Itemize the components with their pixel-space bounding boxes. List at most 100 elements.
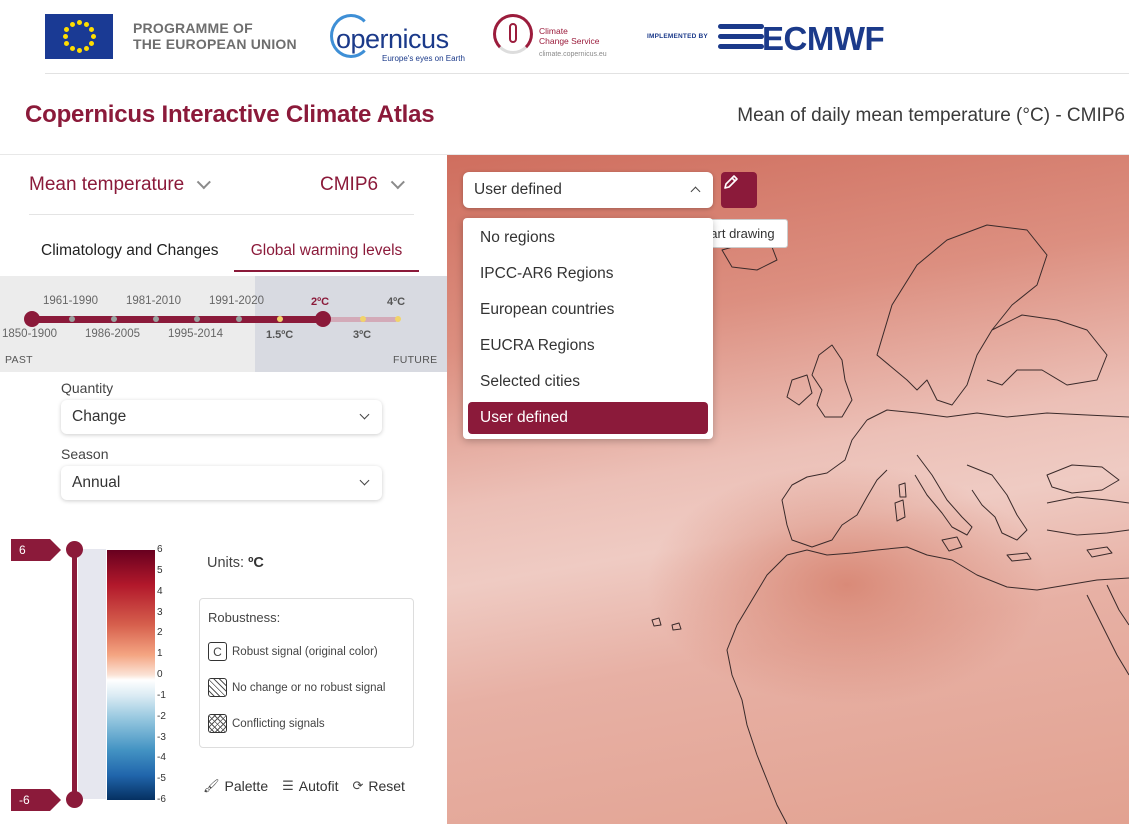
hatch-pattern-icon xyxy=(208,678,227,697)
colorbar-tick-label: 2 xyxy=(157,627,163,639)
legend-max-handle[interactable] xyxy=(66,541,83,558)
dataset-selector[interactable]: CMIP6 xyxy=(320,174,405,196)
ecmwf-wordmark: ECMWF xyxy=(762,20,885,57)
c3s-name-line1: Climate xyxy=(539,26,568,36)
timeline-label: 1991-2020 xyxy=(209,295,264,307)
colorbar-tick-label: -6 xyxy=(157,794,166,805)
c3s-url: climate.copernicus.eu xyxy=(539,51,607,58)
timeline-stop-1991-2020[interactable] xyxy=(236,316,242,322)
menu-item-selected-cities[interactable]: Selected cities xyxy=(480,373,580,390)
eu-star-icon xyxy=(64,41,70,46)
c3s-circle-icon xyxy=(493,14,533,54)
season-select[interactable]: Annual xyxy=(61,466,382,500)
colorbar-tick-label: -5 xyxy=(157,773,166,785)
colorbar-tick-label: 1 xyxy=(157,648,163,660)
c3s-logo[interactable]: Climate Change Service climate.copernicu… xyxy=(493,14,623,62)
menu-item-ipcc-ar6-regions[interactable]: IPCC-AR6 Regions xyxy=(480,265,614,282)
reset-icon: ⟳ xyxy=(352,778,364,793)
eu-flag-logo xyxy=(45,14,113,59)
eu-star-icon xyxy=(88,27,94,32)
menu-item-european-countries[interactable]: European countries xyxy=(480,301,615,318)
timeline-label: 4ºC xyxy=(387,296,406,308)
map-view[interactable]: User defined Start drawing No regions IP… xyxy=(447,155,1129,824)
sliders-icon: ☰ xyxy=(282,778,294,793)
eu-star-icon xyxy=(90,34,96,39)
chevron-down-icon xyxy=(390,175,405,190)
tab-climatology-and-changes[interactable]: Climatology and Changes xyxy=(41,242,219,259)
app-title: Copernicus Interactive Climate Atlas xyxy=(25,101,435,128)
robust-signal-item: C Robust signal (original color) xyxy=(208,642,378,661)
quantity-select-value: Change xyxy=(72,408,127,425)
map-title: Mean of daily mean temperature (°C) - CM… xyxy=(737,105,1125,126)
quantity-select[interactable]: Change xyxy=(61,400,382,434)
robust-signal-icon: C xyxy=(208,642,227,661)
region-layer-select[interactable]: User defined xyxy=(463,172,713,208)
timeline-label: 3ºC xyxy=(353,329,372,341)
past-label: PAST xyxy=(5,354,33,366)
units-value: ºC xyxy=(248,555,264,571)
pencil-icon xyxy=(724,175,738,189)
eu-star-icon xyxy=(64,27,70,32)
conflicting-signals-label: Conflicting signals xyxy=(232,717,325,730)
timeline-stop-1995-2014[interactable] xyxy=(194,316,200,322)
tab-global-warming-levels[interactable]: Global warming levels xyxy=(234,242,419,272)
timeline-label: 1986-2005 xyxy=(85,328,140,340)
autofit-button[interactable]: ☰ Autofit xyxy=(282,778,338,794)
palette-icon: 🖌 xyxy=(203,778,220,793)
variable-selector[interactable]: Mean temperature xyxy=(29,174,212,196)
copernicus-arc-icon xyxy=(330,14,372,58)
timeline-label: 1850-1900 xyxy=(2,328,57,340)
timeline-stop-1961-1990[interactable] xyxy=(69,316,75,322)
legend-actions: 🖌 Palette ☰ Autofit ⟳ Reset xyxy=(203,778,405,794)
ecmwf-mark-icon xyxy=(718,24,764,50)
copernicus-logo[interactable]: opernicus Europe's eyes on Earth xyxy=(330,12,465,63)
thermometer-icon xyxy=(509,23,517,43)
start-drawing-button[interactable] xyxy=(721,172,757,208)
legend-range-track[interactable] xyxy=(72,550,77,800)
quantity-label: Quantity xyxy=(61,380,114,396)
eu-star-icon xyxy=(76,20,82,25)
eu-star-icon xyxy=(76,48,82,53)
eu-text-line2: THE EUROPEAN UNION xyxy=(133,36,297,52)
colorbar-tick-label: 6 xyxy=(157,544,163,555)
season-select-value: Annual xyxy=(72,474,121,491)
title-divider xyxy=(0,154,1129,155)
timeline-end-handle[interactable] xyxy=(315,311,331,327)
legend-min-handle[interactable] xyxy=(66,791,83,808)
menu-item-user-defined[interactable]: User defined xyxy=(468,402,708,434)
crosshatch-pattern-icon xyxy=(208,714,227,733)
timeline-start-handle[interactable] xyxy=(24,311,40,327)
chevron-down-icon xyxy=(359,409,370,420)
eu-text-line1: PROGRAMME OF xyxy=(133,20,253,36)
colorbar-tick-label: -4 xyxy=(157,752,166,764)
timeline-label: 1995-2014 xyxy=(168,328,223,340)
eu-star-icon xyxy=(83,46,89,52)
timeline-stop-4c[interactable] xyxy=(395,316,401,322)
chevron-up-icon xyxy=(690,186,701,197)
eu-star-icon xyxy=(88,41,94,46)
reset-button[interactable]: ⟳ Reset xyxy=(352,778,404,794)
menu-item-eucra-regions[interactable]: EUCRA Regions xyxy=(480,337,595,354)
colorbar-tick-label: -3 xyxy=(157,731,166,743)
eu-star-icon xyxy=(69,21,75,27)
palette-button[interactable]: 🖌 Palette xyxy=(203,778,268,794)
timeline-stop-1981-2010[interactable] xyxy=(153,316,159,322)
menu-item-no-regions[interactable]: No regions xyxy=(480,229,555,246)
colorbar-tick-label: -1 xyxy=(157,689,166,701)
colorbar-tick-label: -2 xyxy=(157,710,166,722)
region-layer-menu: No regions IPCC-AR6 Regions European cou… xyxy=(463,218,713,439)
region-layer-select-value: User defined xyxy=(474,181,562,198)
timeline-stop-3c[interactable] xyxy=(360,316,366,322)
timeline-stop-1986-2005[interactable] xyxy=(111,316,117,322)
colorbar-tick-label: 0 xyxy=(157,669,163,680)
timeline-label: 1.5ºC xyxy=(266,329,294,341)
colorbar-tick-label: 4 xyxy=(157,585,163,597)
no-robust-signal-label: No change or no robust signal xyxy=(232,681,386,694)
implemented-by-label: IMPLEMENTED BY xyxy=(647,33,708,40)
period-timeline-slider[interactable]: 1961-1990 1981-2010 1991-2020 1850-1900 … xyxy=(0,276,447,372)
c3s-name: Climate Change Service xyxy=(539,26,599,46)
selector-divider xyxy=(29,214,414,215)
timeline-stop-1-5c[interactable] xyxy=(277,316,283,322)
no-robust-signal-item: No change or no robust signal xyxy=(208,678,385,697)
timeline-label: 1961-1990 xyxy=(43,295,98,307)
